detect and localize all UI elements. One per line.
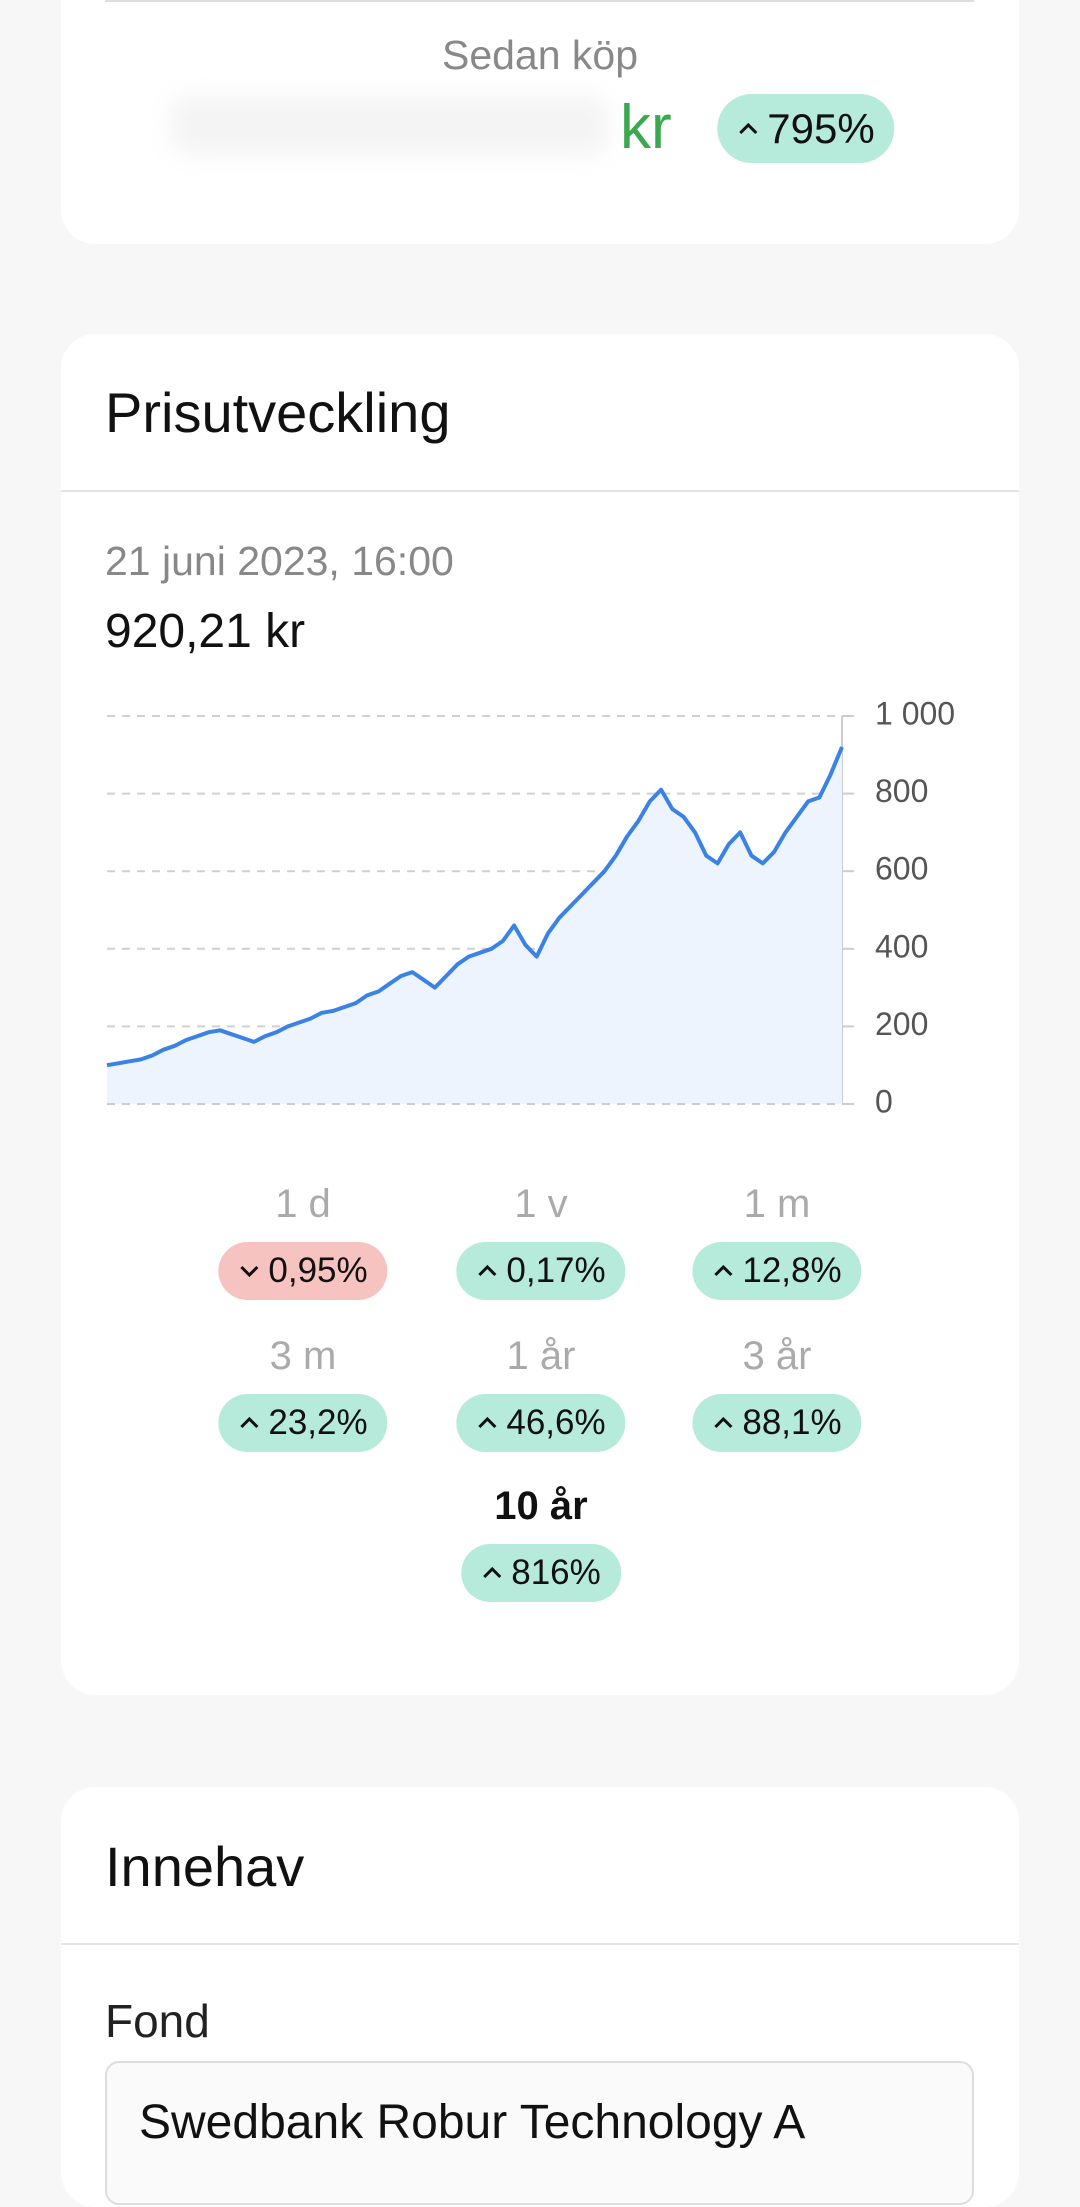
change-value: 88,1%	[742, 1403, 842, 1442]
change-value: 23,2%	[268, 1403, 368, 1442]
field-value: Swedbank Robur Technology A	[139, 2096, 806, 2149]
chevron	[714, 1264, 733, 1277]
change-value: 0,17%	[506, 1251, 606, 1290]
chevron	[240, 1265, 259, 1278]
summary-currency: kr	[620, 93, 672, 162]
period-label[interactable]: 1 d	[275, 1182, 331, 1226]
period-change[interactable]: 0,17%	[456, 1242, 626, 1300]
chevron	[714, 1416, 733, 1429]
period-change[interactable]: 12,8%	[692, 1242, 862, 1300]
price-line	[106, 746, 844, 1068]
change-value: 12,8%	[742, 1251, 842, 1290]
chevron	[483, 1566, 502, 1579]
price: 920,21 kr	[105, 605, 306, 658]
chevron	[478, 1416, 497, 1429]
period-label[interactable]: 10 år	[494, 1484, 588, 1528]
period-change[interactable]: 816%	[461, 1544, 621, 1602]
y-tick-label: 600	[875, 851, 928, 887]
period-change[interactable]: 23,2%	[218, 1394, 388, 1452]
y-tick-label: 200	[875, 1006, 928, 1042]
change-value: 816%	[511, 1553, 601, 1592]
y-tick-label: 0	[875, 1083, 893, 1119]
period-label[interactable]: 1 v	[514, 1182, 568, 1226]
area	[107, 747, 842, 1104]
summary-change: 795%	[717, 94, 895, 163]
period-label[interactable]: 1 år	[506, 1334, 576, 1378]
period-change[interactable]: 88,1%	[692, 1394, 862, 1452]
y-tick-label: 400	[875, 928, 928, 964]
price-chart: 0 200 400 600 800 1 000	[106, 695, 955, 1119]
period-change[interactable]: 46,6%	[456, 1394, 626, 1452]
divider	[61, 1943, 1019, 1945]
card-title: Prisutveckling	[105, 381, 451, 444]
divider	[105, 0, 974, 2]
fund-input[interactable]: Swedbank Robur Technology A	[105, 2061, 974, 2205]
change-value: 46,6%	[506, 1403, 606, 1442]
y-tick-label: 800	[875, 773, 928, 809]
field-label: Fond	[105, 1995, 210, 2047]
period-label[interactable]: 3 m	[269, 1334, 337, 1378]
change-value: 0,95%	[268, 1251, 368, 1290]
period-label[interactable]: 1 m	[743, 1182, 811, 1226]
y-tick-label: 1 000	[875, 695, 955, 731]
period-change[interactable]: 0,95%	[218, 1242, 388, 1300]
chevron	[240, 1416, 259, 1429]
period-label[interactable]: 3 år	[742, 1334, 812, 1378]
chevron	[478, 1264, 497, 1277]
change-value: 795%	[767, 104, 875, 152]
date: 21 juni 2023, 16:00	[105, 538, 454, 584]
summary-label: Sedan köp	[441, 32, 639, 78]
card-title: Innehav	[105, 1835, 305, 1898]
divider	[61, 490, 1019, 492]
hidden-amount	[170, 95, 610, 155]
chevron	[739, 122, 758, 134]
